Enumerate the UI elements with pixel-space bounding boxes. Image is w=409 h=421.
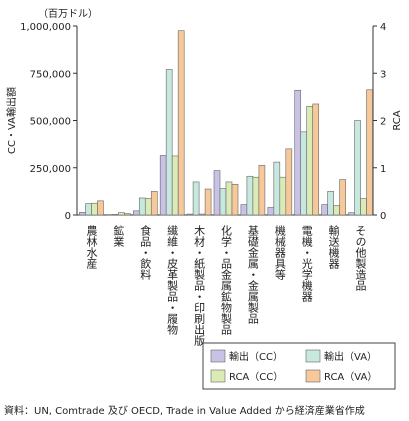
bar xyxy=(231,183,239,216)
x-tick-label: 機械器具等 xyxy=(273,224,286,280)
left-tick-label: 250,000 xyxy=(30,164,71,175)
x-tick-label: 電機・光学機器 xyxy=(300,225,313,303)
left-tick-label: 0 xyxy=(65,211,71,222)
bar xyxy=(258,165,266,216)
left-tick-label: 750,000 xyxy=(30,69,71,80)
bar xyxy=(79,212,86,216)
bar xyxy=(186,213,194,216)
bar xyxy=(366,89,373,216)
bar xyxy=(219,188,227,216)
legend-label: 輸出（VA） xyxy=(324,350,377,363)
bar xyxy=(225,181,233,216)
bar xyxy=(165,69,173,216)
legend-swatch xyxy=(305,369,321,383)
right-tick-label: 3 xyxy=(380,69,386,80)
legend-label: RCA（CC） xyxy=(229,371,283,383)
bar xyxy=(150,191,158,216)
bar xyxy=(85,203,92,216)
legend-label: RCA（VA） xyxy=(324,371,377,383)
bar xyxy=(192,181,200,216)
x-tick-label: 基礎金属・金属製品 xyxy=(246,225,259,324)
legend-swatch xyxy=(305,349,321,363)
bar xyxy=(138,197,146,216)
bar xyxy=(285,148,293,216)
x-tick-label: 鉱業 xyxy=(112,224,125,247)
x-tick-label: 繊維・皮革製品・履物 xyxy=(166,225,179,335)
bar xyxy=(213,170,221,216)
bar xyxy=(333,205,340,216)
bar xyxy=(339,179,346,216)
bar xyxy=(240,204,248,216)
bar xyxy=(306,106,314,216)
bar xyxy=(252,176,260,216)
right-tick-label: 4 xyxy=(380,22,386,33)
y-axis-title-right: RCA xyxy=(392,110,403,130)
bar xyxy=(294,89,302,216)
x-tick-label: 化学・品金属鉱物製品 xyxy=(220,224,233,335)
bar xyxy=(273,161,281,216)
bar xyxy=(327,191,334,216)
x-tick-label: 農林水産 xyxy=(85,224,98,270)
legend-swatch xyxy=(210,349,226,363)
bar xyxy=(132,210,140,216)
bar xyxy=(118,212,125,216)
bar xyxy=(91,202,98,216)
bar xyxy=(204,188,212,216)
right-tick-label: 0 xyxy=(380,211,386,222)
right-tick-label: 1 xyxy=(380,164,386,175)
bar xyxy=(198,213,206,216)
bar xyxy=(177,30,185,216)
legend-box xyxy=(202,342,396,390)
y-axis-title-left: CC・VA輸出額 xyxy=(5,87,18,154)
bar xyxy=(312,103,320,216)
bar xyxy=(348,212,355,216)
right-tick-label: 2 xyxy=(380,117,386,128)
unit-label: （百万ドル） xyxy=(38,8,98,20)
bar xyxy=(246,175,254,216)
x-tick-label: 木材・紙製品・印刷出版 xyxy=(193,225,206,347)
bar xyxy=(112,214,119,216)
bar xyxy=(354,120,361,216)
bar xyxy=(97,200,104,216)
left-tick-label: 1,000,000 xyxy=(20,22,71,33)
legend-swatch xyxy=(210,369,226,383)
bar xyxy=(300,131,308,216)
bar xyxy=(159,155,167,216)
bar xyxy=(279,176,287,216)
x-tick-label: その他製造品 xyxy=(354,225,367,291)
left-tick-label: 500,000 xyxy=(30,117,71,128)
bar xyxy=(144,198,152,216)
bar xyxy=(321,204,328,216)
bar xyxy=(124,213,131,216)
x-tick-label: 輸送機器 xyxy=(327,224,340,270)
source-note: 資料：UN, Comtrade 及び OECD, Trade in Value … xyxy=(4,406,365,417)
bar xyxy=(171,155,179,216)
x-tick-label: 食品・飲料 xyxy=(139,224,152,281)
legend-label: 輸出（CC） xyxy=(229,350,283,363)
bar xyxy=(267,207,275,216)
bar xyxy=(360,198,367,216)
